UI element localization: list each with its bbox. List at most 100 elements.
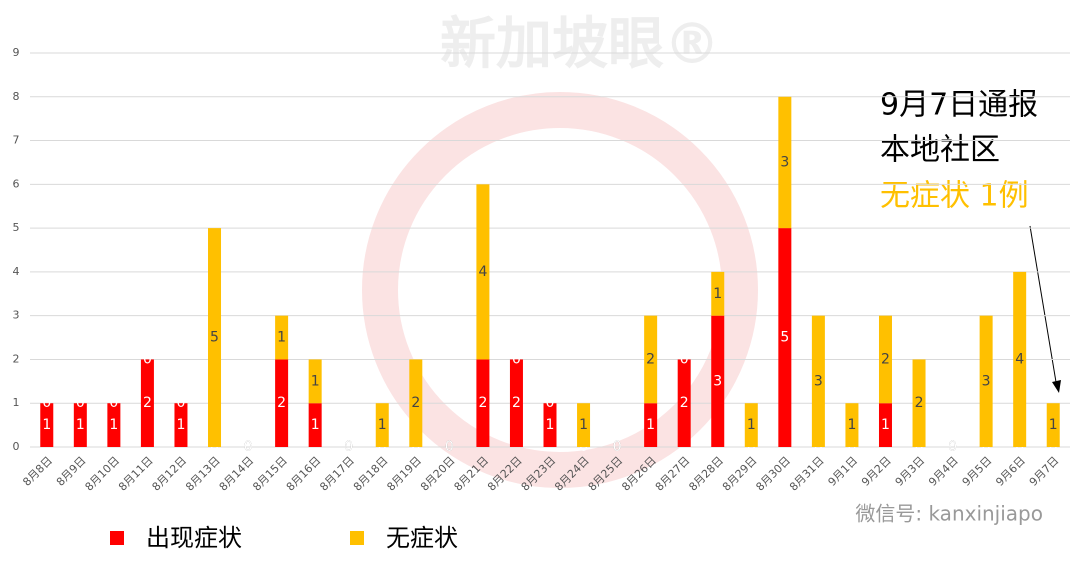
bar-segment — [543, 403, 557, 447]
bar-segment — [140, 359, 154, 447]
value-label: 1 — [378, 417, 387, 433]
value-label: 0 — [948, 439, 957, 455]
bar-segment — [744, 403, 758, 447]
value-label: 3 — [780, 154, 789, 170]
value-label: 1 — [1049, 417, 1058, 433]
bar-segment — [845, 403, 859, 447]
bar-segment — [174, 403, 188, 447]
bar-segment — [308, 403, 322, 447]
bar-segment — [375, 403, 389, 447]
bar-segment — [73, 403, 87, 447]
value-label: 2 — [680, 395, 689, 411]
x-tick-label: 9月7日 — [1027, 454, 1062, 489]
value-label: 1 — [311, 373, 320, 389]
value-label: 0 — [546, 395, 555, 411]
value-label: 2 — [881, 351, 890, 367]
value-label: 5 — [210, 330, 219, 346]
x-tick-label: 9月3日 — [893, 454, 928, 489]
bar-segment — [308, 359, 322, 404]
value-label: 1 — [42, 417, 51, 433]
y-tick-label: 4 — [13, 265, 20, 278]
x-tick-label: 8月16日 — [284, 454, 324, 494]
x-tick-label: 8月15日 — [250, 454, 290, 494]
value-label: 3 — [713, 373, 722, 389]
x-tick-label: 8月12日 — [150, 454, 190, 494]
x-tick-label: 8月11日 — [116, 454, 156, 494]
bar-segment — [778, 228, 792, 447]
value-label: 0 — [42, 395, 51, 411]
value-label: 5 — [780, 330, 789, 346]
value-label: 1 — [546, 417, 555, 433]
value-label: 0 — [445, 439, 454, 455]
value-label: 1 — [646, 417, 655, 433]
value-label: 0 — [109, 395, 118, 411]
value-label: 0 — [445, 439, 454, 455]
x-tick-label: 9月1日 — [826, 454, 861, 489]
x-tick-label: 8月13日 — [183, 454, 223, 494]
bar-segment — [476, 359, 490, 447]
bar-segment — [677, 359, 691, 447]
value-label: 2 — [915, 395, 924, 411]
bar-segment — [711, 315, 725, 447]
value-label: 0 — [680, 351, 689, 367]
value-label: 3 — [814, 373, 823, 389]
y-tick-label: 2 — [13, 352, 20, 365]
x-tick-label: 8月30日 — [753, 454, 793, 494]
x-tick-label: 9月5日 — [960, 454, 995, 489]
value-label: 1 — [747, 417, 756, 433]
legend-label: 无症状 — [386, 524, 458, 552]
value-label: 0 — [244, 439, 253, 455]
value-label: 0 — [143, 351, 152, 367]
y-tick-label: 7 — [13, 134, 20, 147]
y-tick-label: 5 — [13, 221, 20, 234]
value-label: 0 — [613, 439, 622, 455]
x-tick-label: 8月19日 — [384, 454, 424, 494]
y-tick-label: 0 — [13, 440, 20, 453]
x-tick-label: 9月4日 — [926, 454, 961, 489]
bar-segment — [275, 315, 289, 360]
x-tick-label: 8月28日 — [686, 454, 726, 494]
annotation-line: 本地社区 — [880, 133, 1000, 168]
arrow-head — [1052, 380, 1061, 393]
value-label: 0 — [512, 351, 521, 367]
y-tick-label: 1 — [13, 396, 20, 409]
bar-segment — [208, 228, 222, 447]
x-tick-label: 8月8日 — [20, 454, 55, 489]
x-tick-label: 9月6日 — [993, 454, 1028, 489]
watermark: 新加坡眼® — [440, 12, 720, 77]
legend-swatch — [110, 531, 124, 545]
value-label: 1 — [881, 417, 890, 433]
value-label: 0 — [344, 439, 353, 455]
bar-segment — [644, 403, 658, 447]
value-label: 1 — [177, 417, 186, 433]
y-tick-label: 6 — [13, 177, 20, 190]
bar-segment — [912, 359, 926, 447]
value-label: 1 — [277, 330, 286, 346]
annotation-line: 无症状 1例 — [880, 179, 1029, 214]
x-tick-label: 8月29日 — [720, 454, 760, 494]
y-tick-label: 9 — [13, 46, 20, 59]
x-tick-label: 9月2日 — [859, 454, 894, 489]
value-label: 4 — [1015, 351, 1024, 367]
x-tick-label: 8月17日 — [317, 454, 357, 494]
value-label: 0 — [948, 439, 957, 455]
value-label: 1 — [76, 417, 85, 433]
y-tick-label: 3 — [13, 309, 20, 322]
value-label: 1 — [713, 286, 722, 302]
value-label: 2 — [512, 395, 521, 411]
value-label: 2 — [478, 395, 487, 411]
bar-segment — [1013, 271, 1027, 447]
x-tick-label: 8月20日 — [418, 454, 458, 494]
footer: 微信号: kanxinjiapo — [855, 502, 1043, 526]
y-tick-label: 8 — [13, 90, 20, 103]
bar-segment — [275, 359, 289, 447]
x-tick-label: 8月10日 — [83, 454, 123, 494]
value-label: 4 — [478, 264, 487, 280]
watermark-logo — [362, 92, 758, 488]
bar-segment — [778, 96, 792, 229]
bar-segment — [40, 403, 54, 447]
legend-swatch — [350, 531, 364, 545]
value-label: 1 — [109, 417, 118, 433]
x-tick-label: 8月18日 — [351, 454, 391, 494]
